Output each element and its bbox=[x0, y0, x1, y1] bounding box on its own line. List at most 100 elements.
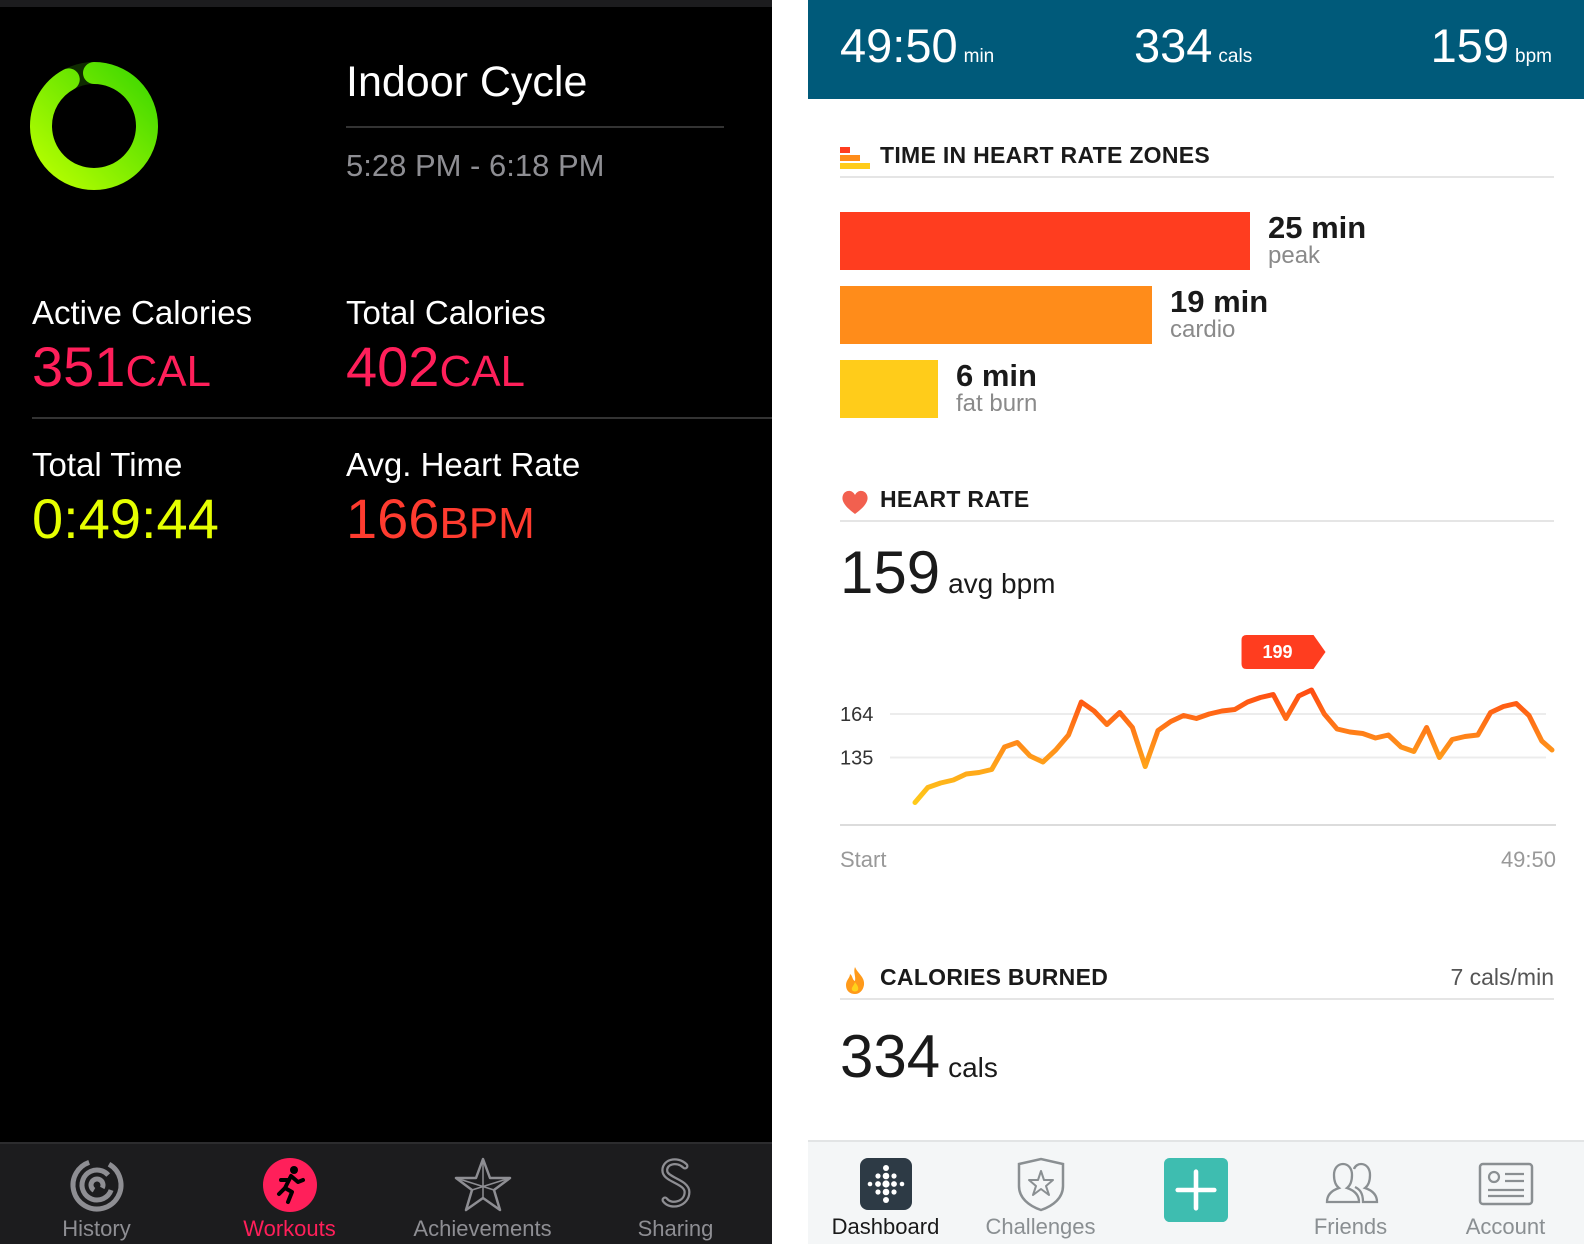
peak-value: 199 bbox=[1263, 642, 1293, 662]
cal-number: 334 bbox=[840, 1023, 941, 1090]
zone-minutes: 25 min bbox=[1268, 210, 1367, 245]
chart-grid bbox=[890, 713, 1546, 759]
x-start-label: Start bbox=[840, 847, 886, 872]
value-number: 166 bbox=[346, 487, 440, 550]
tab-account[interactable]: Account bbox=[1428, 1142, 1583, 1244]
value-number: 351 bbox=[32, 335, 126, 398]
tab-label: Challenges bbox=[985, 1214, 1096, 1239]
summary-unit: cals bbox=[1218, 46, 1253, 67]
tab-label: Dashboard bbox=[831, 1214, 940, 1239]
heart-rate-line bbox=[912, 687, 1555, 805]
y-tick-label: 164 bbox=[840, 704, 873, 726]
activity-ring-icon bbox=[30, 62, 158, 190]
x-end-label: 49:50 bbox=[1501, 847, 1556, 872]
peak-badge bbox=[1241, 635, 1326, 669]
stat-label: Active Calories bbox=[32, 294, 253, 331]
challenges-badge-icon bbox=[1017, 1157, 1064, 1212]
add-plus-icon bbox=[1163, 1158, 1228, 1222]
tab-challenges[interactable]: Challenges bbox=[963, 1142, 1118, 1244]
zone-minutes: 6 min bbox=[956, 358, 1037, 393]
active-calories-stat: Active Calories 351CAL bbox=[32, 294, 252, 403]
workout-time-range: 5:28 PM - 6:18 PM bbox=[346, 148, 605, 183]
stat-label: Total Time bbox=[32, 446, 183, 483]
value-unit: CAL bbox=[125, 347, 212, 396]
calories-section-header: CALORIES BURNED 7 cals/min bbox=[840, 964, 1554, 1000]
account-card-icon bbox=[1478, 1162, 1533, 1206]
value-unit: CAL bbox=[439, 347, 526, 396]
calories-burned-value: 334 cals bbox=[840, 1022, 998, 1091]
tab-achievements[interactable]: Achievements bbox=[386, 1144, 579, 1244]
tab-label: Sharing bbox=[637, 1216, 714, 1241]
summary-value: 159 bbox=[1430, 19, 1510, 72]
zones-section-header: TIME IN HEART RATE ZONES bbox=[840, 142, 1554, 178]
status-strip bbox=[0, 0, 772, 7]
divider bbox=[346, 126, 724, 128]
fitbit-tab-bar: Dashboard Challenges Friends bbox=[808, 1140, 1584, 1244]
tab-label: History bbox=[62, 1216, 131, 1241]
zones-bars-icon bbox=[840, 147, 870, 169]
star-icon bbox=[454, 1157, 511, 1212]
tab-label: Friends bbox=[1313, 1214, 1388, 1239]
running-figure-icon bbox=[262, 1158, 317, 1212]
tab-friends[interactable]: Friends bbox=[1273, 1142, 1428, 1244]
avg-unit: avg bpm bbox=[948, 568, 1056, 599]
exercise-summary-bar: 49:50 min 334 cals 159 bpm bbox=[808, 0, 1584, 99]
friends-icon bbox=[1325, 1162, 1378, 1204]
zone-minutes: 19 min bbox=[1170, 284, 1269, 319]
zone-bar bbox=[840, 212, 1250, 270]
summary-value: 49:50 bbox=[840, 19, 958, 72]
avg-heart-rate: 159 avg bpm bbox=[840, 538, 1056, 607]
summary-calories: 334 cals bbox=[1134, 18, 1252, 73]
stat-label: Avg. Heart Rate bbox=[346, 446, 581, 483]
summary-value: 334 bbox=[1134, 19, 1213, 72]
zone-label: fat burn bbox=[956, 390, 1038, 417]
tab-label: Achievements bbox=[413, 1216, 552, 1241]
total-calories-stat: Total Calories 402CAL bbox=[346, 294, 546, 403]
heart-rate-chart: 164 135 199 Start 49:50 bbox=[840, 635, 1556, 872]
avg-heart-rate-stat: Avg. Heart Rate 166BPM bbox=[346, 446, 580, 555]
stat-value: 0:49:44 bbox=[32, 487, 219, 550]
tab-sharing[interactable]: Sharing bbox=[579, 1144, 772, 1244]
value-number: 402 bbox=[346, 335, 440, 398]
section-title: HEART RATE bbox=[880, 486, 1030, 512]
history-rings-icon bbox=[70, 1158, 123, 1212]
total-time-stat: Total Time 0:49:44 bbox=[32, 446, 219, 550]
y-axis-ticks: 164 135 bbox=[840, 704, 873, 770]
heart-rate-section-header: HEART RATE bbox=[840, 486, 1554, 522]
zone-label: peak bbox=[1268, 242, 1321, 269]
dashboard-dots-icon bbox=[859, 1158, 912, 1210]
section-title: TIME IN HEART RATE ZONES bbox=[880, 142, 1211, 168]
activity-tab-bar: History Workouts Achievements Sharing bbox=[0, 1142, 772, 1244]
avg-value: 159 bbox=[840, 539, 941, 606]
heart-icon bbox=[842, 490, 868, 514]
value-unit: BPM bbox=[439, 499, 535, 548]
summary-unit: bpm bbox=[1515, 46, 1552, 67]
tab-add[interactable] bbox=[1118, 1142, 1273, 1244]
zone-bar bbox=[840, 360, 938, 418]
sharing-icon bbox=[660, 1158, 691, 1208]
tab-label: Account bbox=[1465, 1214, 1546, 1239]
section-title: CALORIES BURNED bbox=[880, 964, 1109, 990]
activity-app-panel: Indoor Cycle 5:28 PM - 6:18 PM Active Ca… bbox=[0, 0, 772, 1244]
zone-label: cardio bbox=[1170, 316, 1236, 343]
divider bbox=[32, 417, 772, 419]
y-tick-label: 135 bbox=[840, 748, 873, 770]
stat-label: Total Calories bbox=[346, 294, 546, 331]
stat-value: 402CAL bbox=[346, 336, 546, 403]
tab-dashboard[interactable]: Dashboard bbox=[808, 1142, 963, 1244]
summary-heart-rate: 159 bpm bbox=[1431, 18, 1552, 73]
fitbit-app-panel: 49:50 min 334 cals 159 bpm TIME IN HEART RA… bbox=[808, 0, 1584, 1244]
calories-rate: 7 cals/min bbox=[1450, 964, 1554, 990]
stat-value: 166BPM bbox=[346, 488, 580, 555]
summary-unit: min bbox=[963, 46, 995, 67]
zone-bar bbox=[840, 286, 1152, 344]
flame-icon bbox=[846, 967, 865, 994]
stat-value: 351CAL bbox=[32, 336, 252, 403]
tab-label: Workouts bbox=[243, 1216, 336, 1241]
cal-unit: cals bbox=[948, 1052, 998, 1083]
summary-duration: 49:50 min bbox=[840, 18, 994, 73]
tab-workouts[interactable]: Workouts bbox=[193, 1144, 386, 1244]
tab-history[interactable]: History bbox=[0, 1144, 193, 1244]
workout-title: Indoor Cycle bbox=[346, 58, 588, 106]
peak-marker: 199 bbox=[1241, 635, 1326, 669]
